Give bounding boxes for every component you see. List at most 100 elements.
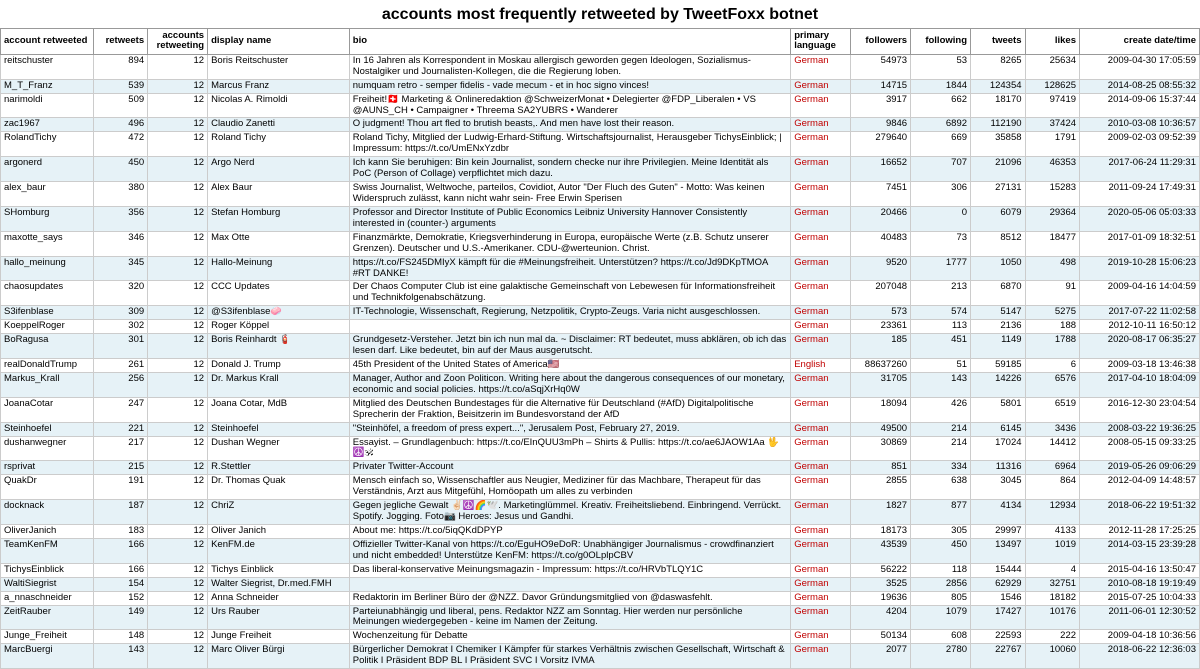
cell: 334: [911, 461, 971, 475]
cell: Professor and Director Institute of Publ…: [349, 206, 790, 231]
cell: ZeitRauber: [1, 605, 94, 630]
cell: 12: [148, 436, 208, 461]
cell: 3525: [851, 577, 911, 591]
table-row: zac196749612Claudio ZanettiO judgment! T…: [1, 118, 1200, 132]
cell: 56222: [851, 563, 911, 577]
cell: 166: [93, 563, 148, 577]
cell: 8512: [971, 231, 1026, 256]
cell: German: [791, 577, 851, 591]
cell: chaosupdates: [1, 281, 94, 306]
cell: 215: [93, 461, 148, 475]
cell: Urs Rauber: [208, 605, 350, 630]
cell: German: [791, 500, 851, 525]
cell: 4133: [1025, 524, 1080, 538]
cell: 472: [93, 132, 148, 157]
cell: 2008-05-15 09:33:25: [1080, 436, 1200, 461]
cell: 10060: [1025, 644, 1080, 669]
table-row: Junge_Freiheit14812Junge FreiheitWochenz…: [1, 630, 1200, 644]
cell: 20466: [851, 206, 911, 231]
cell: 12: [148, 461, 208, 475]
cell: 118: [911, 563, 971, 577]
cell: 152: [93, 591, 148, 605]
cell: 2008-03-22 19:36:25: [1080, 422, 1200, 436]
cell: KenFM.de: [208, 538, 350, 563]
cell: WaltiSiegrist: [1, 577, 94, 591]
cell: 4134: [971, 500, 1026, 525]
cell: 221: [93, 422, 148, 436]
cell: Manager, Author and Zoon Politicon. Writ…: [349, 372, 790, 397]
table-row: QuakDr19112Dr. Thomas QuakMensch einfach…: [1, 475, 1200, 500]
cell: 22767: [971, 644, 1026, 669]
cell: 2012-04-09 14:48:57: [1080, 475, 1200, 500]
cell: Ich kann Sie beruhigen: Bin kein Journal…: [349, 157, 790, 182]
cell: Swiss Journalist, Weltwoche, parteilos, …: [349, 182, 790, 207]
cell: German: [791, 436, 851, 461]
cell: 12: [148, 422, 208, 436]
cell: 18182: [1025, 591, 1080, 605]
cell: 306: [911, 182, 971, 207]
cell: 1791: [1025, 132, 1080, 157]
cell: 17024: [971, 436, 1026, 461]
cell: 154: [93, 577, 148, 591]
cell: Oliver Janich: [208, 524, 350, 538]
table-row: WaltiSiegrist15412Walter Siegrist, Dr.me…: [1, 577, 1200, 591]
cell: 12: [148, 320, 208, 334]
cell: 12: [148, 132, 208, 157]
cell: Argo Nerd: [208, 157, 350, 182]
table-row: BoRagusa30112Boris Reinhardt 🧯Grundgeset…: [1, 334, 1200, 359]
cell: 12: [148, 93, 208, 118]
cell: 12: [148, 538, 208, 563]
cell: 2009-02-03 09:52:39: [1080, 132, 1200, 157]
cell: 2009-04-30 17:05:59: [1080, 54, 1200, 79]
cell: 62929: [971, 577, 1026, 591]
table-row: OliverJanich18312Oliver JanichAbout me: …: [1, 524, 1200, 538]
cell: Gegen jegliche Gewalt ✌🏻☮️🌈🕊️. Marketing…: [349, 500, 790, 525]
cell: 18173: [851, 524, 911, 538]
cell: 12: [148, 54, 208, 79]
cell: 183: [93, 524, 148, 538]
cell: German: [791, 605, 851, 630]
cell: 4204: [851, 605, 911, 630]
cell: TeamKenFM: [1, 538, 94, 563]
cell: Essayist. – Grundlagenbuch: https://t.co…: [349, 436, 790, 461]
table-row: argonerd45012Argo NerdIch kann Sie beruh…: [1, 157, 1200, 182]
cell: 5801: [971, 397, 1026, 422]
cell: 6079: [971, 206, 1026, 231]
table-row: M_T_Franz53912Marcus Franznumquam retro …: [1, 79, 1200, 93]
cell: 2015-07-25 10:04:33: [1080, 591, 1200, 605]
cell: 12: [148, 157, 208, 182]
cell: 509: [93, 93, 148, 118]
cell: Joana Cotar, MdB: [208, 397, 350, 422]
cell: 51: [911, 359, 971, 373]
cell: 143: [93, 644, 148, 669]
data-table: account retweeted retweets accounts retw…: [0, 28, 1200, 669]
cell: 12: [148, 577, 208, 591]
table-row: MarcBuergi14312Marc Oliver BürgiBürgerli…: [1, 644, 1200, 669]
cell: 662: [911, 93, 971, 118]
cell: 6870: [971, 281, 1026, 306]
cell: 12: [148, 359, 208, 373]
cell: 2011-06-01 12:30:52: [1080, 605, 1200, 630]
cell: 113: [911, 320, 971, 334]
cell: 35858: [971, 132, 1026, 157]
cell: 2012-10-11 16:50:12: [1080, 320, 1200, 334]
col-header-following: following: [911, 29, 971, 55]
table-row: SHomburg35612Stefan HomburgProfessor and…: [1, 206, 1200, 231]
cell: 12: [148, 372, 208, 397]
cell: In 16 Jahren als Korrespondent in Moskau…: [349, 54, 790, 79]
cell: 222: [1025, 630, 1080, 644]
cell: English: [791, 359, 851, 373]
col-header-retweets: retweets: [93, 29, 148, 55]
cell: Offizieller Twitter-Kanal von https://t.…: [349, 538, 790, 563]
cell: 3045: [971, 475, 1026, 500]
cell: 59185: [971, 359, 1026, 373]
cell: 2017-07-22 11:02:58: [1080, 306, 1200, 320]
cell: Dr. Markus Krall: [208, 372, 350, 397]
cell: OliverJanich: [1, 524, 94, 538]
cell: 6: [1025, 359, 1080, 373]
cell: 2014-09-06 15:37:44: [1080, 93, 1200, 118]
cell: German: [791, 524, 851, 538]
cell: 1079: [911, 605, 971, 630]
cell: 450: [93, 157, 148, 182]
cell: Grundgesetz-Versteher. Jetzt bin ich nun…: [349, 334, 790, 359]
